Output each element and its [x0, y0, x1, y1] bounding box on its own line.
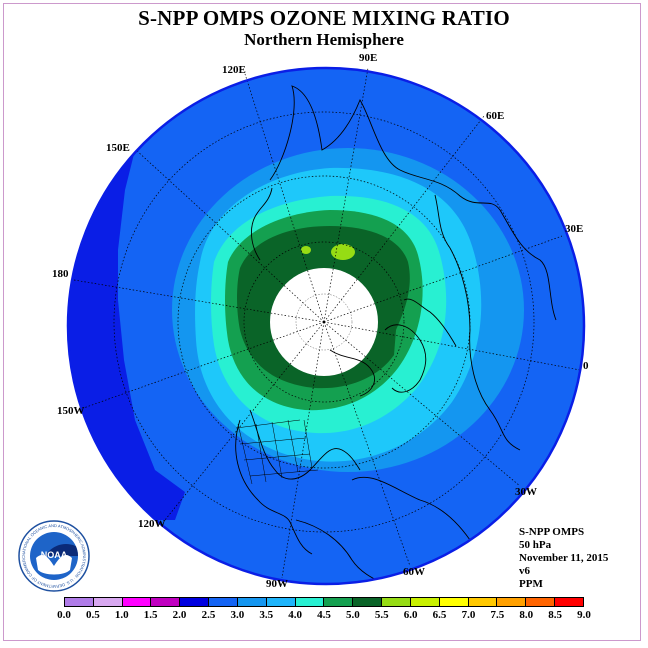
figure-subtitle: Northern Hemisphere [244, 30, 404, 49]
colorbar-segment [180, 598, 210, 606]
colorbar-tick-label: 0.5 [86, 609, 100, 621]
colorbar-tick-label: 3.5 [259, 609, 274, 621]
colorbar-tick-label: 2.5 [201, 609, 216, 621]
info-units: PPM [519, 578, 543, 590]
lon-label-60w: 60W [403, 566, 425, 578]
band-55-b [301, 246, 311, 254]
colorbar [64, 597, 584, 607]
band-55-a [331, 244, 355, 260]
colorbar-segment [555, 598, 583, 606]
lon-label-0: 0 [583, 360, 589, 372]
lon-label-180: 180 [52, 268, 69, 280]
lon-label-90e: 90E [359, 52, 378, 64]
lon-label-60e: 60E [486, 110, 505, 122]
info-block: S-NPP OMPS 50 hPa November 11, 2015 v6 P… [519, 526, 608, 591]
colorbar-tick-label: 8.0 [519, 609, 534, 621]
colorbar-tick-label: 0.0 [57, 609, 71, 621]
colorbar-segment [497, 598, 527, 606]
colorbar-segment [410, 598, 440, 606]
info-level: 50 hPa [519, 539, 552, 551]
info-version: v6 [519, 565, 530, 577]
colorbar-tick-label: 7.0 [461, 609, 476, 621]
colorbar-tick-label: 9.0 [577, 609, 591, 621]
colorbar-tick-label: 6.5 [432, 609, 447, 621]
colorbar-segment [151, 598, 181, 606]
logo-text: NOAA [41, 550, 68, 560]
info-instrument: S-NPP OMPS [519, 526, 585, 538]
colorbar-tick-label: 5.0 [346, 609, 360, 621]
inner-graticule [295, 293, 353, 351]
colorbar-segment [237, 598, 267, 606]
colorbar-ticks: 0.0 0.5 1.0 1.5 2.0 2.5 3.0 3.5 4.0 4.5 5.0 5.5 6.0 6… [57, 609, 591, 623]
noaa-logo: NOAA NATIONAL OCEANIC AND ATMOSPHERIC AD… [18, 520, 90, 592]
colorbar-tick-label: 8.5 [548, 609, 562, 621]
lon-label-90w: 90W [266, 578, 288, 590]
colorbar-segment [295, 598, 325, 606]
ozone-field [68, 68, 584, 584]
colorbar-segment [266, 598, 296, 606]
colorbar-tick-label: 1.0 [114, 609, 129, 621]
lon-label-150w: 150W [57, 405, 85, 417]
lon-label-150e: 150E [106, 142, 130, 154]
colorbar-segment [353, 598, 383, 606]
colorbar-segment [439, 598, 469, 606]
colorbar-segment [382, 598, 411, 606]
colorbar-segment [468, 598, 498, 606]
map-border [66, 66, 586, 586]
colorbar-segment [526, 598, 556, 606]
colorbar-segment [122, 598, 152, 606]
colorbar-segment [324, 598, 354, 606]
colorbar-tick-label: 6.0 [403, 609, 418, 621]
colorbar-tick-label: 5.5 [374, 609, 389, 621]
colorbar-tick-label: 2.0 [172, 609, 187, 621]
colorbar-tick-label: 3.0 [230, 609, 245, 621]
info-date: November 11, 2015 [519, 552, 609, 564]
colorbar-tick-label: 4.5 [317, 609, 331, 621]
colorbar-segment [65, 598, 94, 606]
colorbar-segment [209, 598, 238, 606]
colorbar-tick-label: 7.5 [490, 609, 505, 621]
parallels [113, 111, 535, 533]
colorbar-segment [93, 598, 123, 606]
colorbar-tick-label: 1.5 [143, 609, 158, 621]
state-borders [235, 419, 319, 485]
lon-label-120e: 120E [222, 64, 246, 76]
meridians [73, 67, 581, 579]
figure-title: S-NPP OMPS OZONE MIXING RATIO [138, 6, 510, 30]
lon-label-30w: 30W [515, 486, 537, 498]
lon-label-30e: 30E [565, 223, 584, 235]
lon-label-120w: 120W [138, 518, 166, 530]
colorbar-tick-label: 4.0 [288, 609, 302, 621]
figure-frame [3, 3, 641, 641]
